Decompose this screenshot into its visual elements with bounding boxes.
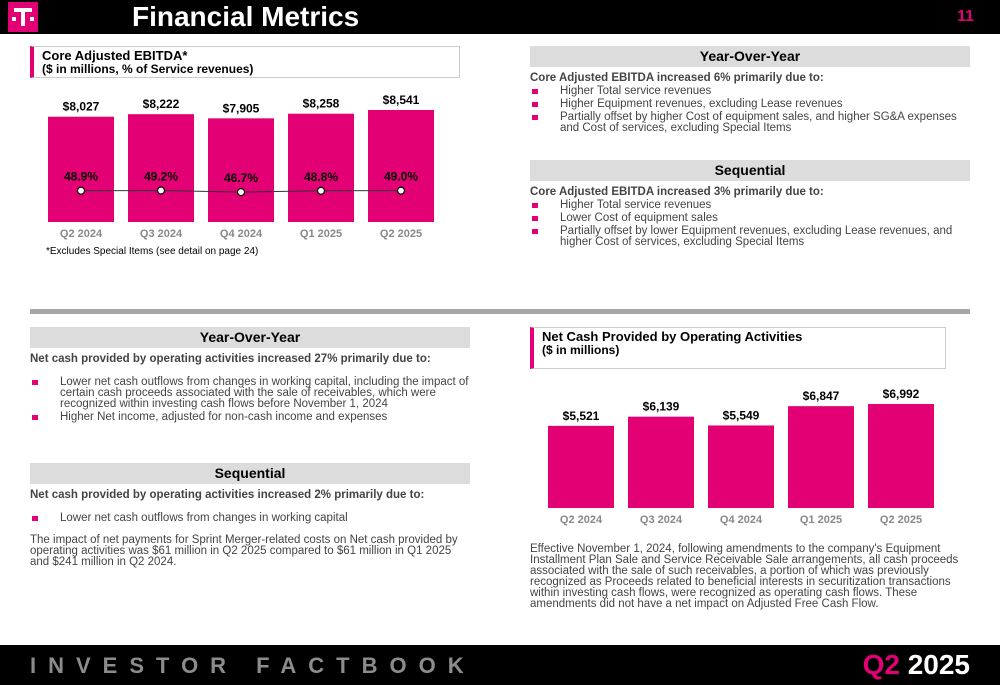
ebitda-margin-label: 48.9%: [64, 170, 98, 184]
list-item: Lower Cost of equipment sales: [530, 212, 970, 224]
ncp-chart-subtitle: ($ in millions): [542, 343, 620, 357]
list-item: Partially offset by higher Cost of equip…: [530, 111, 970, 134]
ebitda-x-tick: Q2 2024: [60, 228, 103, 240]
ncp-bar: [548, 425, 614, 508]
ebitda-chart-title: Core Adjusted EBITDA*: [42, 48, 188, 63]
ebitda-x-tick: Q2 2025: [380, 228, 422, 240]
sprint-merger-note: The impact of net payments for Sprint Me…: [30, 534, 458, 568]
footer-title: INVESTOR FACTBOOK: [30, 653, 476, 678]
list-item: Partially offset by lower Equipment reve…: [530, 225, 970, 248]
ncp-bar-label: $5,521: [563, 409, 600, 423]
ncp-x-tick: Q2 2024: [560, 514, 603, 526]
ebitda-bar-label: $8,222: [143, 97, 180, 111]
ncp-bar-label: $6,139: [643, 400, 680, 414]
list-item: Higher Net income, adjusted for non-cash…: [30, 411, 470, 423]
list-item: Higher Total service revenues: [530, 85, 970, 97]
t-mobile-logo: [8, 2, 38, 32]
ebitda-bar: [48, 116, 114, 222]
seq-bottom-heading: Sequential: [30, 463, 470, 484]
ncp-bar: [788, 406, 854, 508]
ebitda-x-tick: Q4 2024: [220, 228, 263, 240]
ebitda-bar: [368, 110, 434, 222]
ebitda-footnote: *Excludes Special Items (see detail on p…: [46, 246, 259, 257]
ebitda-margin-point: [76, 186, 86, 195]
ebitda-bar-label: $8,027: [63, 100, 100, 114]
list-item: Lower net cash outflows from changes in …: [30, 512, 470, 524]
ebitda-margin-point: [236, 188, 246, 197]
yoy-bottom-heading: Year-Over-Year: [30, 327, 470, 348]
yoy-top-lead: Core Adjusted EBITDA increased 6% primar…: [530, 72, 824, 84]
yoy-top-list: Higher Total service revenues Higher Equ…: [530, 85, 970, 136]
ebitda-bar-label: $8,541: [383, 93, 420, 107]
list-item: Lower net cash outflows from changes in …: [30, 376, 470, 410]
ebitda-margin-label: 48.8%: [304, 170, 338, 184]
ncp-x-tick: Q1 2025: [800, 514, 842, 526]
receivables-note: Effective November 1, 2024, following am…: [530, 543, 959, 610]
ebitda-margin-point: [156, 186, 166, 195]
ncp-bar-label: $6,992: [883, 387, 920, 401]
ncp-chart-title: Net Cash Provided by Operating Activitie…: [542, 329, 803, 344]
ncp-bar-label: $5,549: [723, 408, 760, 422]
ebitda-x-tick: Q3 2024: [140, 228, 183, 240]
ncp-x-tick: Q3 2024: [640, 514, 683, 526]
footer-quarter: Q2: [862, 649, 900, 680]
ebitda-margin-point: [316, 186, 326, 195]
ebitda-bar: [208, 118, 274, 222]
header-bar: Financial Metrics 11: [0, 0, 1000, 34]
ncp-chart: $5,521 Q2 2024 $6,139 Q3 2024 $5,549 Q4 2024 $…: [548, 387, 934, 526]
ncp-x-tick: Q2 2025: [880, 514, 922, 526]
ebitda-margin-label: 49.0%: [384, 170, 418, 184]
page-number: 11: [957, 8, 974, 25]
yoy-bottom-list: Lower net cash outflows from changes in …: [30, 376, 470, 425]
list-item: Higher Total service revenues: [530, 199, 970, 211]
footer-period: Q2 2025: [863, 649, 970, 681]
ncp-bar: [868, 404, 934, 508]
ncp-bar: [708, 425, 774, 508]
ebitda-x-tick: Q1 2025: [300, 228, 342, 240]
seq-bottom-list: Lower net cash outflows from changes in …: [30, 512, 470, 526]
page-title: Financial Metrics: [132, 1, 360, 32]
seq-top-heading: Sequential: [530, 160, 970, 181]
seq-bottom-lead: Net cash provided by operating activitie…: [30, 489, 425, 501]
ncp-x-tick: Q4 2024: [720, 514, 763, 526]
ebitda-margin-label: 46.7%: [224, 171, 258, 185]
ebitda-margin-label: 49.2%: [144, 170, 178, 184]
yoy-bottom-lead: Net cash provided by operating activitie…: [30, 353, 431, 365]
footer-bar: INVESTOR FACTBOOK Q2 2025: [0, 645, 1000, 685]
footer-year: 2025: [907, 649, 970, 680]
seq-top-list: Higher Total service revenues Lower Cost…: [530, 199, 970, 250]
ebitda-chart-subtitle: ($ in millions, % of Service revenues): [42, 62, 254, 76]
section-divider: [30, 309, 970, 314]
list-item: Higher Equipment revenues, excluding Lea…: [530, 98, 970, 110]
ebitda-margin-point: [396, 186, 406, 195]
ebitda-bar-label: $8,258: [303, 97, 340, 111]
ebitda-bar-label: $7,905: [223, 101, 260, 115]
ebitda-chart: $8,027 Q2 2024 48.9% $8,222 Q3 2024 49.2% $7,9…: [48, 93, 434, 240]
yoy-top-heading: Year-Over-Year: [530, 46, 970, 67]
ebitda-bar: [128, 114, 194, 222]
ncp-bar: [628, 416, 694, 508]
ncp-bar-label: $6,847: [803, 389, 840, 403]
ebitda-bar: [288, 113, 354, 222]
ebitda-chart-title-box: Core Adjusted EBITDA* ($ in millions, % …: [30, 46, 460, 78]
ncp-chart-title-box: Net Cash Provided by Operating Activitie…: [530, 327, 946, 369]
seq-top-lead: Core Adjusted EBITDA increased 3% primar…: [530, 186, 824, 198]
